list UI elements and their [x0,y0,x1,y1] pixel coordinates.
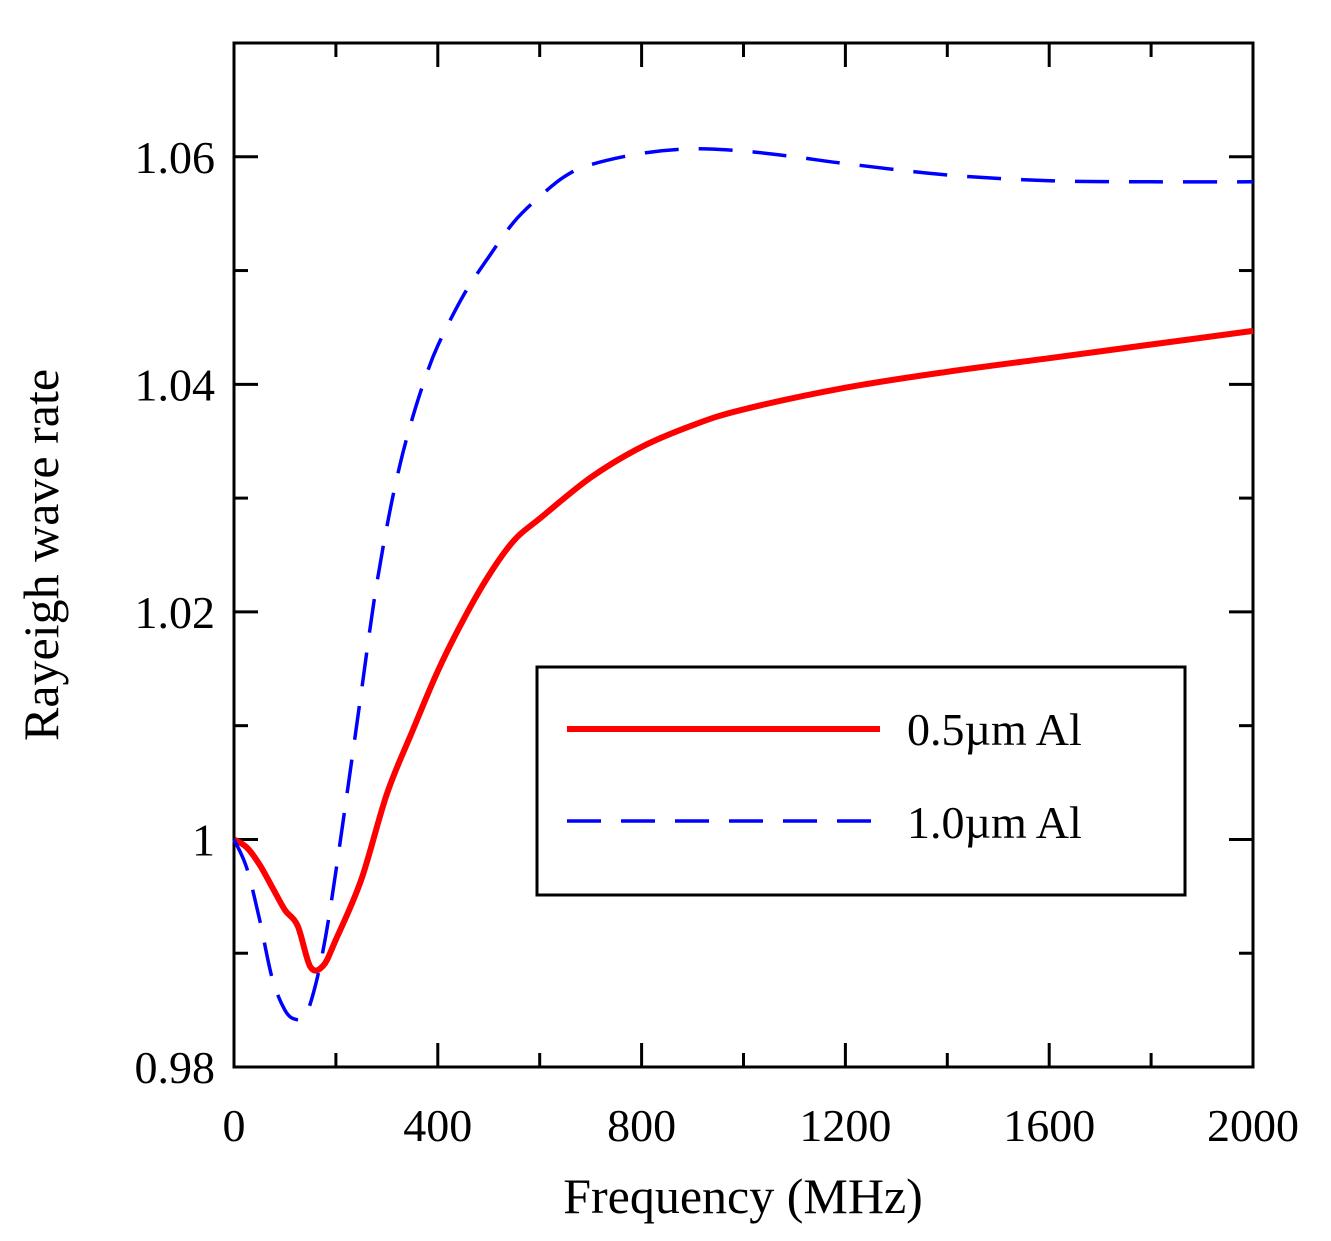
tick-labels: 0 400 800 1200 1600 2000 0.98 1 1.02 1.04 1.06 [135,132,1300,1151]
legend-label-0-5um-al: 0.5µm Al [907,704,1082,755]
x-tick-label: 800 [607,1100,676,1151]
series-layer [232,146,1254,1022]
y-tick-label: 1.02 [135,587,216,638]
x-tick-label: 2000 [1207,1100,1299,1151]
y-tick-label: 1 [192,814,215,865]
axis-ticks [232,41,1255,1069]
series-line-1-0um-al [232,146,1254,1022]
series-line-0-5um-al [232,327,1254,974]
x-tick-label: 400 [403,1100,472,1151]
y-tick-label: 1.06 [135,132,216,183]
y-axis-label: Rayeigh wave rate [13,369,69,741]
x-axis-label: Frequency (MHz) [563,1168,923,1224]
x-tick-label: 1200 [799,1100,891,1151]
plot-frame [232,41,1255,1069]
y-tick-label: 0.98 [135,1042,216,1093]
x-tick-label: 1600 [1003,1100,1095,1151]
legend: 0.5µm Al 1.0µm Al [535,665,1187,897]
x-tick-label: 0 [223,1100,246,1151]
y-tick-label: 1.04 [135,359,216,410]
legend-label-1-0um-al: 1.0µm Al [907,797,1082,848]
legend-box [535,665,1187,897]
